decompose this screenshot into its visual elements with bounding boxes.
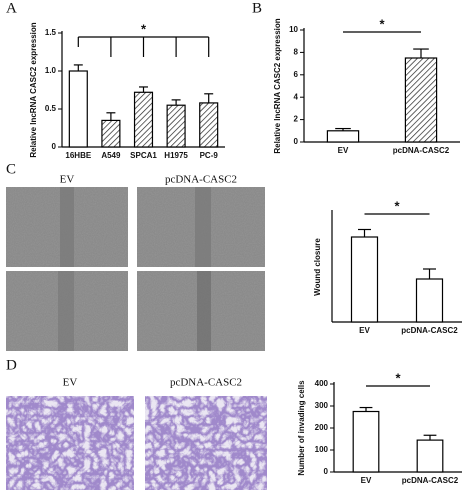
y-axis-label: Relative lncRNA CASC2 expression (29, 22, 38, 157)
y-tick-label: 0 (294, 137, 299, 146)
invasion-images (6, 396, 267, 490)
x-tick-label: SPCA1 (130, 151, 157, 160)
bar (166, 104, 186, 148)
y-tick-label: 200 (315, 423, 329, 432)
y-axis-label: Relative lncRNA CASC2 expression (273, 18, 282, 153)
bar (416, 439, 444, 473)
image-label: EV (63, 377, 78, 389)
y-tick-label: 1.5 (45, 28, 57, 37)
x-tick-label: EV (359, 326, 370, 335)
x-tick-label: pcDNA-CASC2 (402, 476, 459, 485)
y-tick-label: 8 (294, 48, 299, 57)
x-tick-label: 16HBE (65, 151, 91, 160)
image-label: EV (60, 174, 75, 186)
x-tick-label: PC-9 (200, 151, 219, 160)
bar (404, 57, 438, 143)
y-tick-label: 2 (294, 115, 299, 124)
y-tick-label: 100 (315, 445, 329, 454)
y-axis-label: Number of invading cells (297, 380, 306, 476)
y-tick-label: 6 (294, 70, 299, 79)
wound-images (6, 187, 265, 351)
image-label: pcDNA-CASC2 (165, 174, 237, 186)
x-tick-label: pcDNA-CASC2 (393, 146, 450, 155)
panel-letter: C (6, 161, 16, 177)
y-tick-label: 0.5 (45, 104, 57, 113)
x-tick-label: H1975 (164, 151, 188, 160)
x-tick-label: EV (338, 146, 349, 155)
y-tick-label: 4 (294, 92, 299, 101)
panel-letter: B (252, 0, 262, 16)
y-axis-label: Wound closure (313, 238, 322, 296)
x-tick-label: A549 (101, 151, 121, 160)
panel-letter: D (6, 357, 17, 373)
y-tick-label: 1.0 (45, 66, 57, 75)
bar (350, 236, 379, 323)
bar (199, 102, 219, 148)
y-tick-label: 0 (324, 467, 329, 476)
y-tick-label: 400 (315, 379, 329, 388)
x-tick-label: EV (361, 476, 372, 485)
significance-star: * (395, 370, 401, 385)
y-tick-label: 0 (52, 142, 57, 151)
bar (133, 91, 154, 148)
bar (68, 70, 88, 148)
image-label: pcDNA-CASC2 (170, 377, 242, 389)
bar (415, 278, 444, 323)
bar (101, 119, 121, 148)
panel-letter: A (6, 0, 17, 16)
significance-star: * (394, 198, 400, 213)
y-tick-label: 10 (289, 25, 298, 34)
bar (326, 130, 360, 143)
x-tick-label: pcDNA-CASC2 (401, 326, 458, 335)
significance-star: * (379, 16, 385, 31)
significance-star: * (141, 21, 147, 36)
y-tick-label: 300 (315, 401, 329, 410)
bar (352, 410, 380, 473)
